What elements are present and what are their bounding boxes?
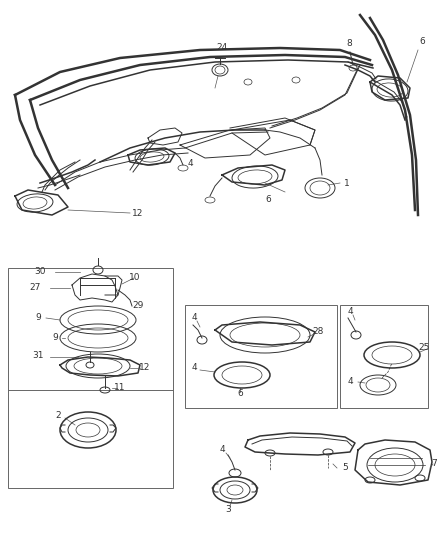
Text: 6: 6 <box>265 196 271 205</box>
Text: 29: 29 <box>132 302 144 311</box>
Text: 4: 4 <box>187 158 193 167</box>
Text: 4: 4 <box>347 308 353 317</box>
Bar <box>185 305 337 408</box>
Text: 31: 31 <box>32 351 44 359</box>
Text: 25: 25 <box>418 343 430 352</box>
Text: 7: 7 <box>431 458 437 467</box>
Text: 4: 4 <box>219 446 225 455</box>
Text: 5: 5 <box>342 464 348 472</box>
Text: 12: 12 <box>132 208 144 217</box>
Text: 9: 9 <box>35 313 41 322</box>
Text: 10: 10 <box>129 272 141 281</box>
Text: 4: 4 <box>347 377 353 386</box>
Text: 3: 3 <box>225 505 231 514</box>
Bar <box>340 305 428 408</box>
Text: 12: 12 <box>139 364 151 373</box>
Text: 2: 2 <box>55 410 61 419</box>
Text: 30: 30 <box>34 268 46 277</box>
Text: 11: 11 <box>114 384 126 392</box>
Text: 6: 6 <box>419 37 425 46</box>
Text: 6: 6 <box>237 389 243 398</box>
Text: 8: 8 <box>346 39 352 49</box>
Text: 9: 9 <box>52 334 58 343</box>
Text: 28: 28 <box>312 327 324 336</box>
Text: 27: 27 <box>29 284 41 293</box>
Text: 1: 1 <box>344 179 350 188</box>
Text: 4: 4 <box>191 364 197 373</box>
Text: 24: 24 <box>216 44 228 52</box>
Text: 4: 4 <box>191 312 197 321</box>
Bar <box>8 268 173 488</box>
